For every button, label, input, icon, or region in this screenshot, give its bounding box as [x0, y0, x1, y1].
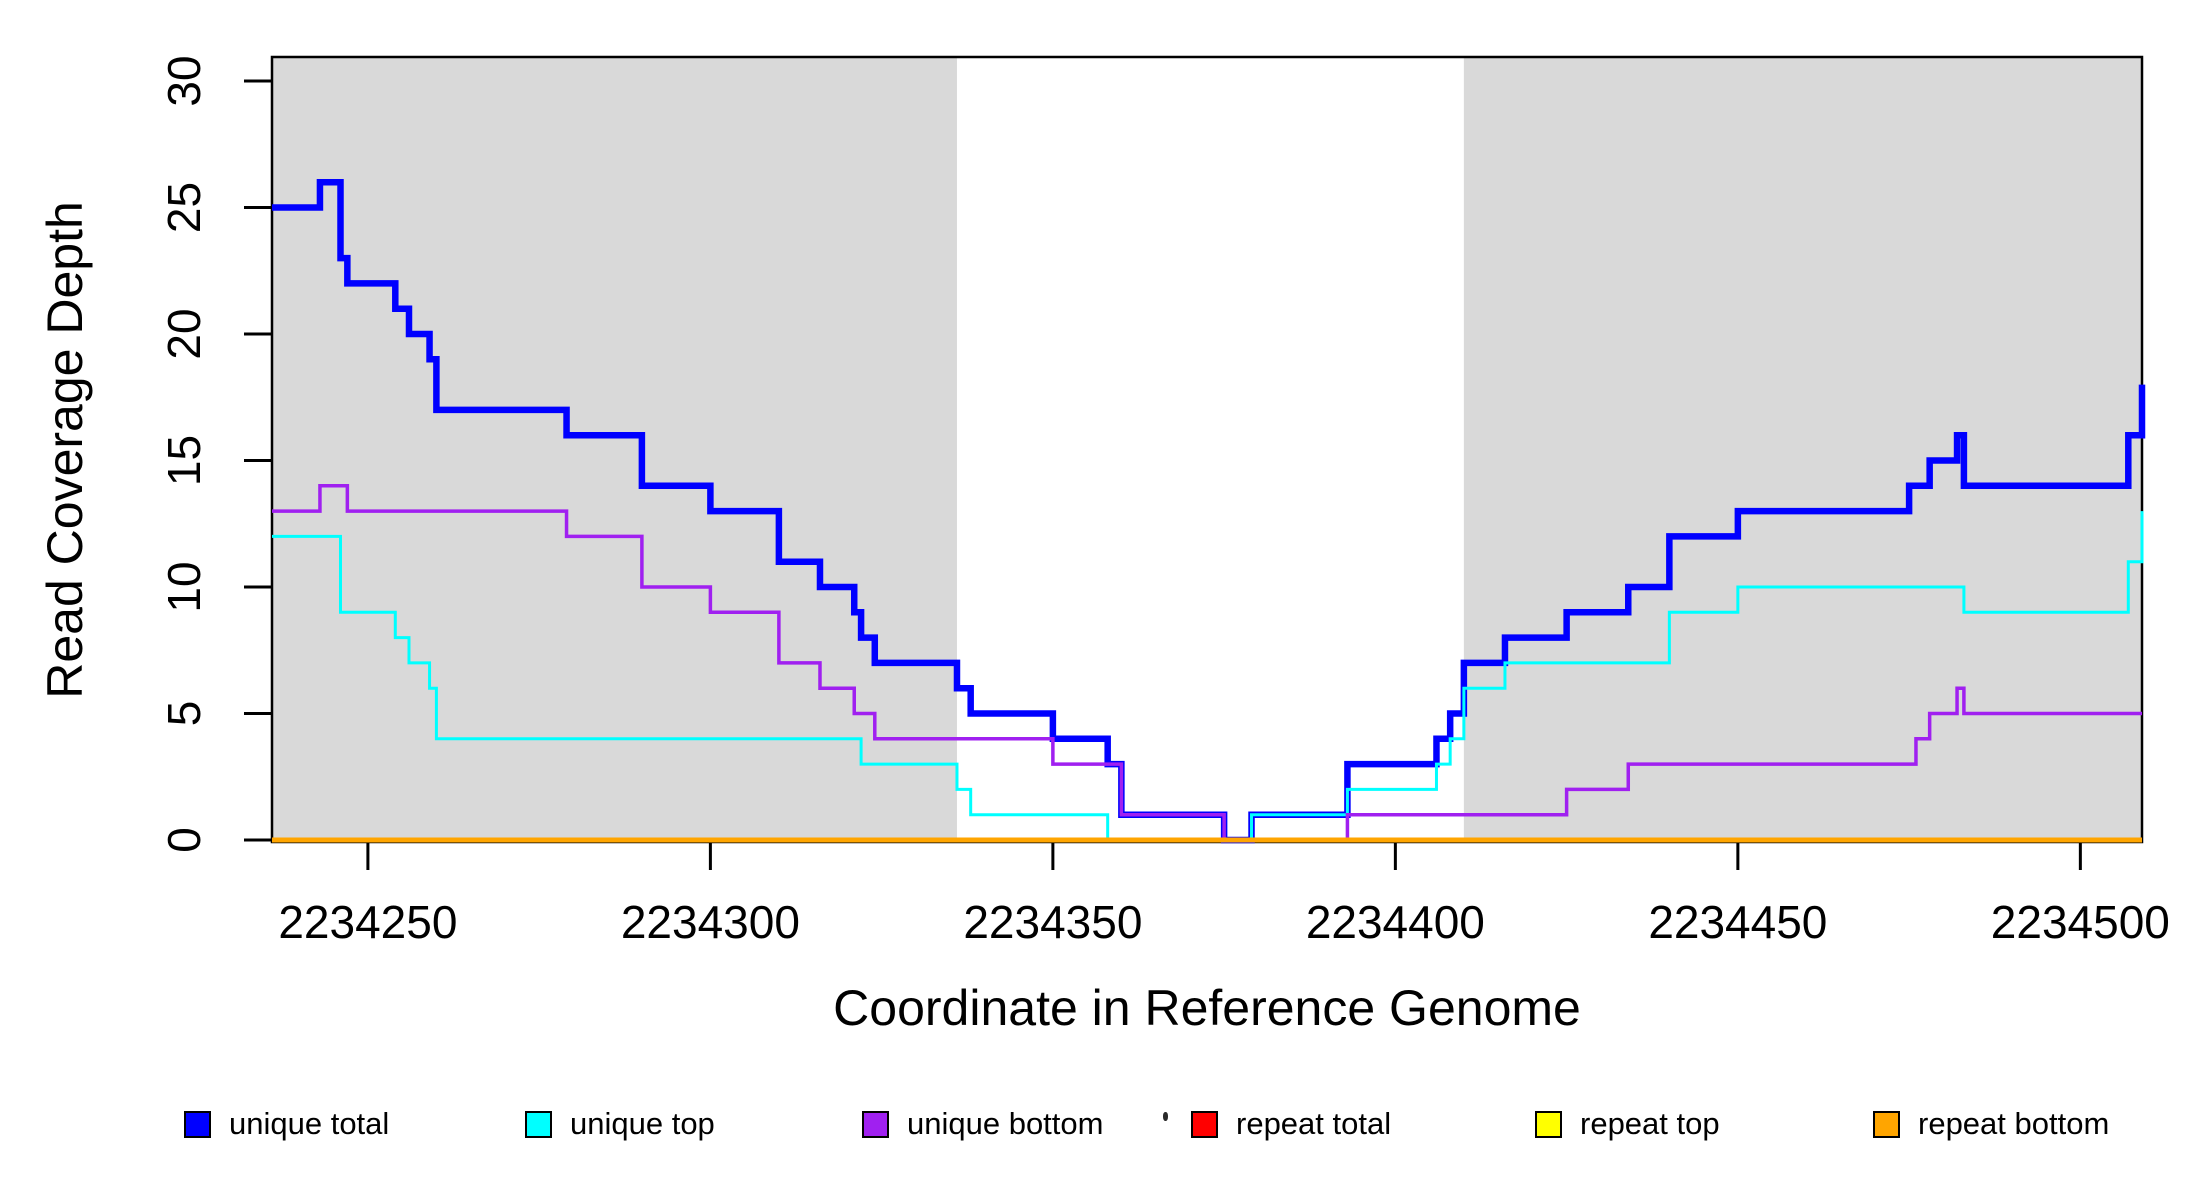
legend-item-repeat-bottom: repeat bottom — [1873, 1100, 2109, 1148]
legend-item-unique-top: unique top — [525, 1100, 715, 1148]
legend-item-unique-bottom: unique bottom — [862, 1100, 1103, 1148]
legend-swatch-repeat-total — [1191, 1110, 1218, 1138]
x-tick-label: 2234300 — [621, 896, 800, 948]
axes: 2234250 2234300 2234350 2234400 2234450 22345… — [158, 55, 2170, 948]
y-tick-label: 30 — [158, 55, 210, 106]
shaded-regions — [272, 57, 2142, 842]
legend-label-repeat-total: repeat total — [1236, 1106, 1392, 1141]
legend-swatch-unique-top — [525, 1110, 552, 1138]
legend-swatch-repeat-top — [1535, 1110, 1562, 1138]
legend-swatch-repeat-bottom — [1873, 1110, 1900, 1138]
legend: unique total unique top unique bottom repea… — [0, 1100, 2200, 1160]
legend-label-repeat-top: repeat top — [1580, 1106, 1720, 1141]
x-axis-title: Coordinate in Reference Genome — [833, 980, 1581, 1036]
legend-item-repeat-total: repeat total — [1191, 1100, 1391, 1148]
legend-label-unique-top: unique top — [570, 1106, 715, 1141]
legend-artifact-dot — [1163, 1112, 1168, 1121]
x-tick-label: 2234400 — [1306, 896, 1485, 948]
y-tick-label: 0 — [158, 827, 210, 853]
y-tick-label: 10 — [158, 561, 210, 612]
shaded-region — [1463, 57, 2142, 842]
legend-item-unique-total: unique total — [184, 1100, 389, 1148]
x-tick-label: 2234500 — [1991, 896, 2170, 948]
x-tick-label: 2234350 — [963, 896, 1142, 948]
y-tick-label: 20 — [158, 308, 210, 359]
y-tick-label: 5 — [158, 701, 210, 727]
legend-label-unique-total: unique total — [229, 1106, 390, 1141]
shaded-region — [272, 57, 957, 842]
legend-swatch-unique-total — [184, 1110, 211, 1138]
series-unique-top — [272, 511, 2144, 842]
y-tick-label: 25 — [158, 182, 210, 233]
series-lines — [272, 178, 2146, 844]
y-tick-label: 15 — [158, 435, 210, 486]
legend-item-repeat-top: repeat top — [1535, 1100, 1720, 1148]
series-unique-bottom — [272, 484, 2142, 842]
legend-label-repeat-bottom: repeat bottom — [1918, 1106, 2110, 1141]
series-unique-total — [272, 178, 2146, 844]
y-axis-title: Read Coverage Depth — [37, 201, 93, 699]
legend-label-unique-bottom: unique bottom — [907, 1106, 1104, 1141]
x-tick-label: 2234250 — [278, 896, 457, 948]
legend-swatch-unique-bottom — [862, 1110, 889, 1138]
x-tick-label: 2234450 — [1648, 896, 1827, 948]
